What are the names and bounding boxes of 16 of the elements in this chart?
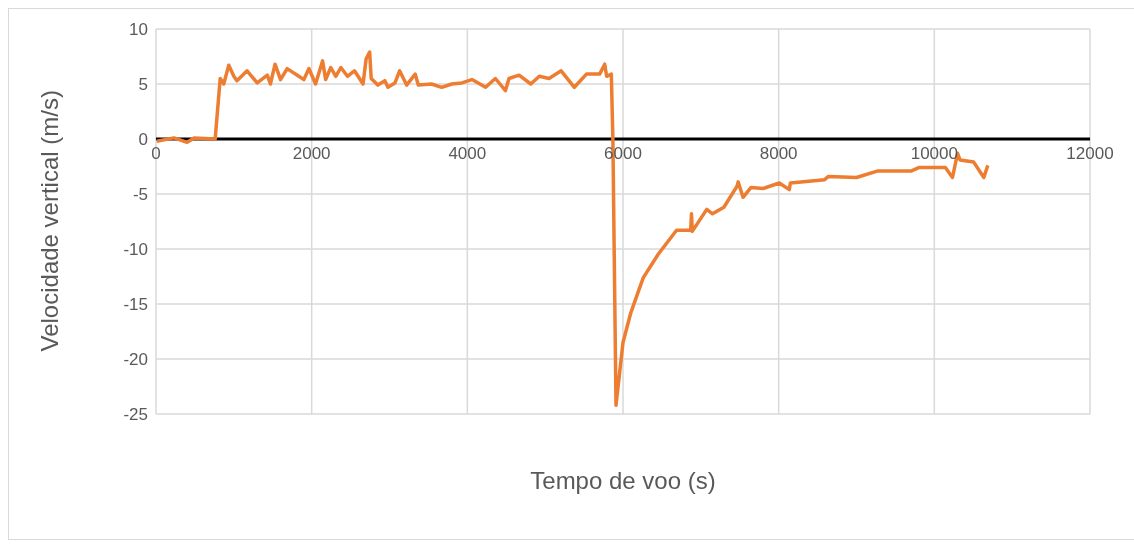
y-tick-label: -25 xyxy=(123,405,148,425)
y-tick-label: 5 xyxy=(138,75,148,95)
x-tick-label: 8000 xyxy=(759,144,798,163)
x-tick-label: 2000 xyxy=(292,144,331,163)
y-axis-title: Velocidade vertical (m/s) xyxy=(35,90,63,352)
y-tick-label: -15 xyxy=(123,295,148,315)
x-tick-label: 0 xyxy=(151,144,161,163)
x-tick-label: 4000 xyxy=(448,144,487,163)
x-tick-label: 10000 xyxy=(910,144,958,163)
y-tick-label: 10 xyxy=(129,20,148,40)
x-axis-title: Tempo de voo (s) xyxy=(530,467,716,494)
y-tick-label: 0 xyxy=(138,130,148,150)
y-tick-label: -5 xyxy=(132,185,148,205)
y-tick-label: -10 xyxy=(123,240,148,260)
x-tick-label: 12000 xyxy=(1066,144,1114,163)
y-tick-label: -20 xyxy=(123,350,148,370)
